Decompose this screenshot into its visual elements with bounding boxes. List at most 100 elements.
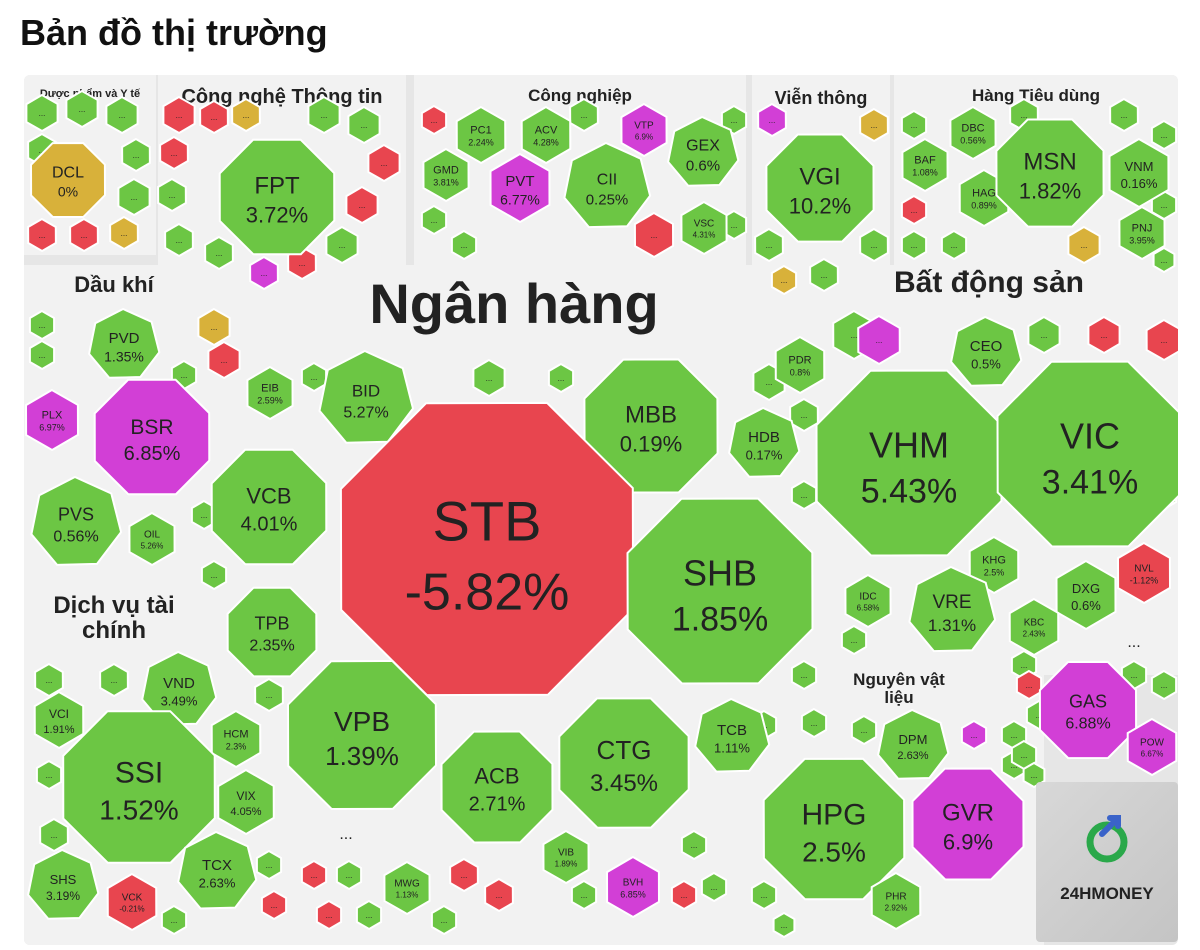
treemap-cell-ceo[interactable] (950, 315, 1023, 387)
treemap-cell-dxg[interactable] (1055, 559, 1117, 631)
treemap-cell-dcl[interactable] (29, 141, 107, 219)
treemap-filler-cell[interactable] (1150, 119, 1178, 151)
treemap-filler-cell[interactable] (790, 659, 818, 691)
treemap-filler-cell[interactable] (69, 217, 99, 253)
treemap-filler-cell[interactable] (900, 229, 928, 261)
treemap-filler-cell[interactable] (633, 211, 675, 259)
treemap-cell-acv[interactable] (520, 105, 572, 165)
treemap-filler-cell[interactable] (307, 95, 341, 135)
treemap-filler-cell[interactable] (757, 102, 787, 138)
treemap-cell-tcx[interactable] (177, 830, 258, 910)
treemap-filler-cell[interactable] (27, 217, 57, 253)
treemap-filler-cell[interactable] (65, 89, 99, 129)
treemap-filler-cell[interactable] (484, 877, 514, 913)
treemap-filler-cell[interactable] (472, 358, 506, 398)
treemap-cell-dpm[interactable] (877, 708, 950, 780)
treemap-cell-vgi[interactable] (765, 133, 875, 243)
treemap-filler-cell[interactable] (39, 817, 69, 853)
treemap-cell-acb[interactable] (440, 730, 554, 844)
treemap-cell-mwg[interactable] (383, 860, 431, 916)
treemap-filler-cell[interactable] (772, 911, 796, 939)
treemap-filler-cell[interactable] (260, 889, 288, 921)
treemap-cell-msn[interactable] (995, 118, 1105, 228)
treemap-cell-hcm[interactable] (210, 709, 262, 769)
treemap-filler-cell[interactable] (249, 255, 279, 291)
treemap-cell-vre[interactable] (908, 565, 997, 653)
treemap-cell-pdr[interactable] (774, 335, 826, 395)
treemap-cell-pc1[interactable] (455, 105, 507, 165)
treemap-filler-cell[interactable] (754, 227, 784, 263)
treemap-filler-cell[interactable] (1152, 246, 1176, 274)
treemap-cell-cii[interactable] (563, 141, 652, 229)
treemap-cell-gas[interactable] (1038, 660, 1138, 760)
treemap-filler-cell[interactable] (940, 229, 968, 261)
treemap-cell-idc[interactable] (844, 573, 892, 629)
treemap-cell-pvs[interactable] (30, 475, 123, 566)
treemap-cell-nvl[interactable] (1116, 541, 1172, 605)
treemap-filler-cell[interactable] (255, 849, 283, 881)
treemap-filler-cell[interactable] (164, 222, 194, 258)
treemap-filler-cell[interactable] (859, 107, 889, 143)
treemap-filler-cell[interactable] (254, 677, 284, 713)
treemap-cell-tpb[interactable] (226, 586, 318, 678)
treemap-filler-cell[interactable] (157, 177, 187, 213)
treemap-cell-vib[interactable] (542, 829, 590, 885)
treemap-cell-vck[interactable] (106, 872, 158, 932)
treemap-filler-cell[interactable] (35, 759, 63, 791)
treemap-cell-pvt[interactable] (489, 152, 551, 224)
treemap-filler-cell[interactable] (1015, 669, 1043, 701)
treemap-cell-gmd[interactable] (422, 147, 470, 203)
treemap-cell-pvd[interactable] (88, 307, 161, 379)
treemap-filler-cell[interactable] (1145, 318, 1178, 362)
treemap-cell-kbc[interactable] (1008, 597, 1060, 657)
treemap-cell-fpt[interactable] (218, 138, 336, 256)
treemap-filler-cell[interactable] (680, 829, 708, 861)
treemap-cell-vix[interactable] (217, 768, 275, 836)
treemap-filler-cell[interactable] (750, 879, 778, 911)
treemap-filler-cell[interactable] (700, 871, 728, 903)
treemap-filler-cell[interactable] (809, 257, 839, 293)
treemap-cell-phr[interactable] (870, 871, 922, 931)
treemap-filler-cell[interactable] (207, 340, 241, 380)
treemap-filler-cell[interactable] (449, 857, 479, 893)
treemap-filler-cell[interactable] (231, 97, 261, 133)
treemap-filler-cell[interactable] (859, 227, 889, 263)
treemap-cell-oil[interactable] (128, 511, 176, 567)
treemap-filler-cell[interactable] (315, 899, 343, 931)
treemap-cell-ssi[interactable] (62, 710, 216, 864)
treemap-filler-cell[interactable] (162, 95, 196, 135)
treemap-cell-vci[interactable] (33, 690, 85, 750)
treemap-filler-cell[interactable] (204, 235, 234, 271)
treemap-cell-hpg[interactable] (762, 757, 906, 901)
treemap-cell-shb[interactable] (626, 497, 814, 685)
treemap-filler-cell[interactable] (347, 105, 381, 145)
treemap-cell-pow[interactable] (1126, 717, 1178, 777)
treemap-filler-cell[interactable] (109, 215, 139, 251)
treemap-cell-vtp[interactable] (620, 102, 668, 158)
treemap-cell-stb[interactable] (339, 401, 635, 697)
treemap-filler-cell[interactable] (1087, 315, 1121, 355)
treemap-filler-cell[interactable] (420, 104, 448, 136)
treemap-filler-cell[interactable] (770, 264, 798, 296)
treemap-cell-pnj[interactable] (1118, 205, 1166, 261)
treemap-cell-gvr[interactable] (911, 767, 1025, 881)
treemap-filler-cell[interactable] (850, 714, 878, 746)
treemap-cell-baf[interactable] (901, 137, 949, 193)
treemap-filler-cell[interactable] (300, 361, 328, 393)
treemap-filler-cell[interactable] (1027, 315, 1061, 355)
treemap-cell-bid[interactable] (318, 349, 415, 444)
treemap-cell-vnd[interactable] (141, 650, 218, 726)
treemap-filler-cell[interactable] (367, 143, 401, 183)
treemap-cell-vcb[interactable] (210, 448, 328, 566)
treemap-filler-cell[interactable] (840, 624, 868, 656)
treemap-cell-bvh[interactable] (605, 855, 661, 919)
treemap-filler-cell[interactable] (800, 707, 828, 739)
treemap-filler-cell[interactable] (300, 859, 328, 891)
treemap-filler-cell[interactable] (105, 95, 139, 135)
treemap-filler-cell[interactable] (28, 309, 56, 341)
treemap-filler-cell[interactable] (160, 904, 188, 936)
treemap-cell-eib[interactable] (246, 365, 294, 421)
treemap-filler-cell[interactable] (99, 662, 129, 698)
treemap-filler-cell[interactable] (420, 204, 448, 236)
treemap-cell-ctg[interactable] (558, 697, 690, 829)
